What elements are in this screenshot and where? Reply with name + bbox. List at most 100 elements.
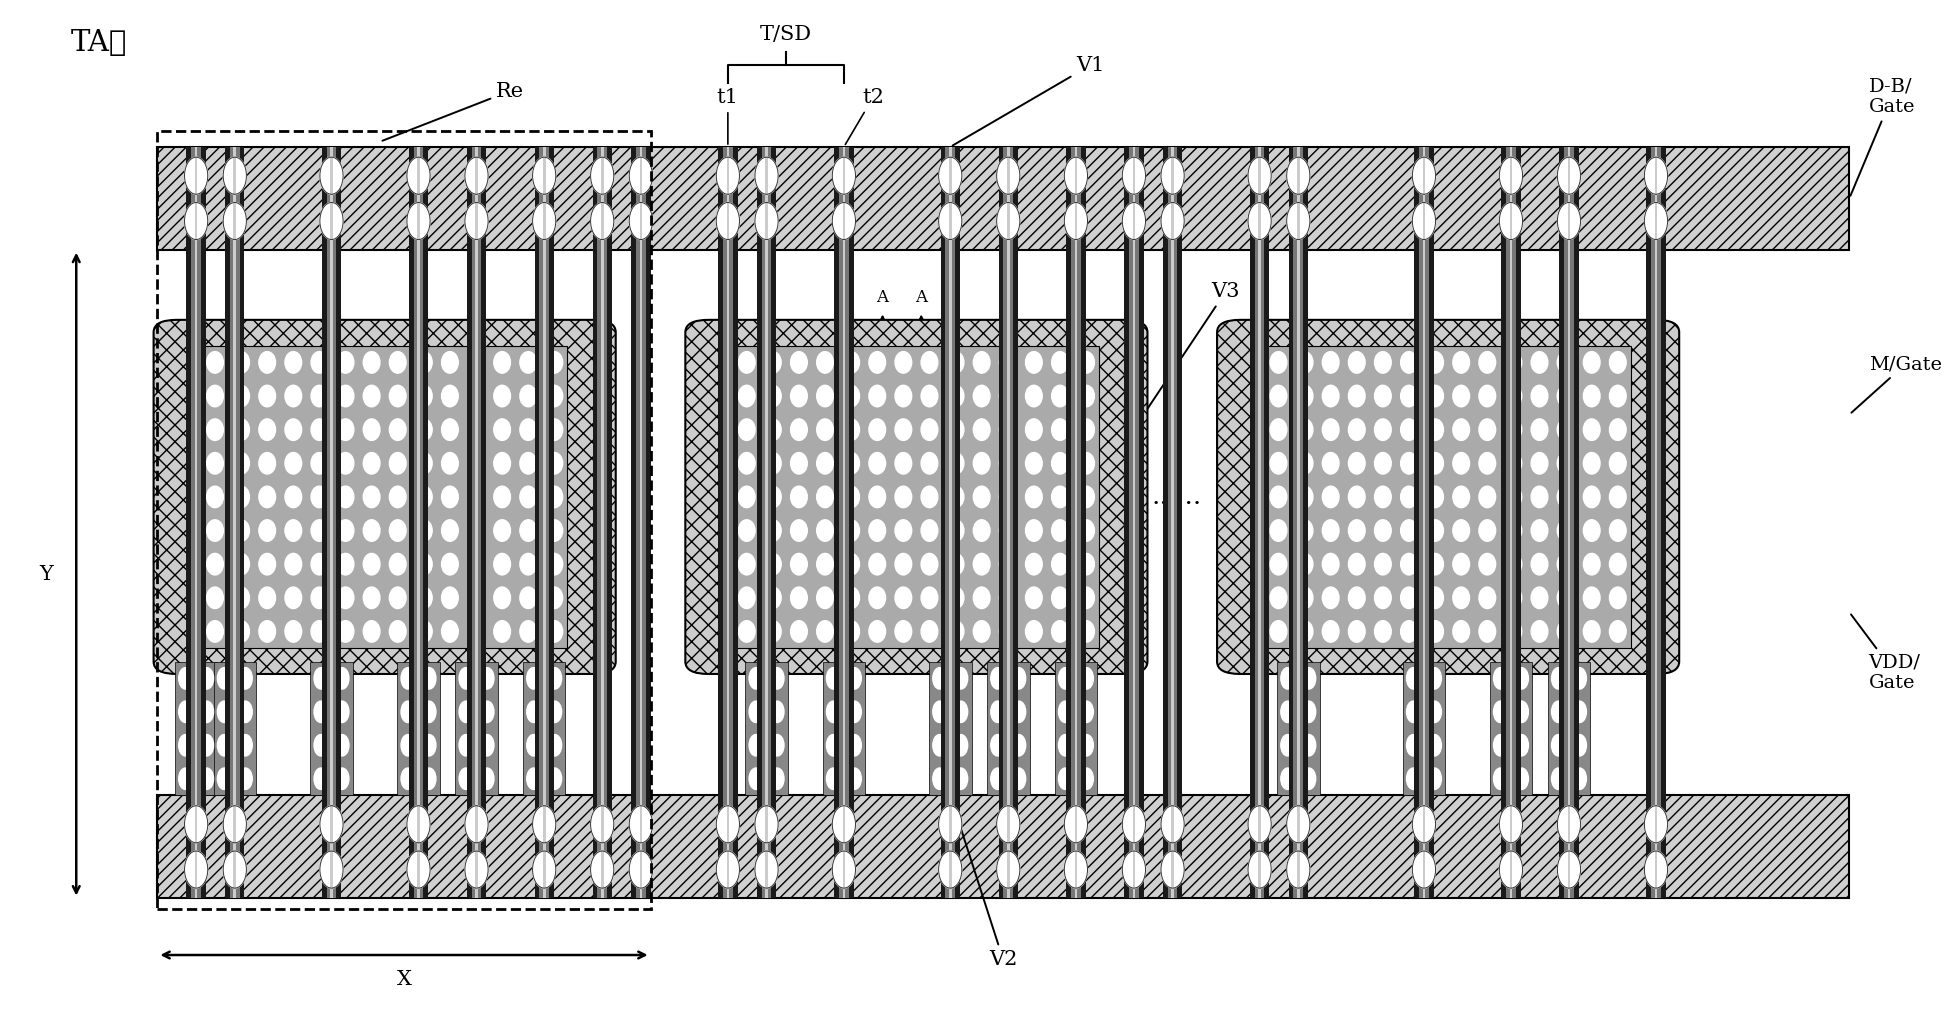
Ellipse shape bbox=[974, 452, 989, 474]
Ellipse shape bbox=[1428, 701, 1442, 722]
Ellipse shape bbox=[549, 735, 562, 756]
Ellipse shape bbox=[1505, 587, 1522, 609]
Ellipse shape bbox=[549, 668, 562, 689]
Ellipse shape bbox=[848, 768, 862, 790]
Ellipse shape bbox=[1532, 452, 1548, 474]
Ellipse shape bbox=[848, 701, 862, 722]
Bar bbox=[1128, 147, 1138, 898]
Ellipse shape bbox=[206, 486, 223, 508]
Ellipse shape bbox=[1454, 486, 1469, 508]
Ellipse shape bbox=[1269, 587, 1287, 609]
Ellipse shape bbox=[938, 203, 962, 239]
Ellipse shape bbox=[178, 768, 192, 790]
Ellipse shape bbox=[842, 385, 860, 407]
Ellipse shape bbox=[1499, 157, 1522, 195]
Ellipse shape bbox=[997, 851, 1021, 888]
Ellipse shape bbox=[259, 385, 276, 407]
Ellipse shape bbox=[468, 554, 484, 574]
Ellipse shape bbox=[895, 554, 911, 574]
Ellipse shape bbox=[1058, 668, 1072, 689]
Ellipse shape bbox=[1052, 621, 1068, 642]
Ellipse shape bbox=[335, 735, 349, 756]
Ellipse shape bbox=[1297, 554, 1313, 574]
Ellipse shape bbox=[335, 768, 349, 790]
Ellipse shape bbox=[974, 385, 989, 407]
Bar bbox=[539, 147, 549, 898]
Ellipse shape bbox=[527, 701, 541, 722]
Ellipse shape bbox=[870, 486, 885, 508]
Ellipse shape bbox=[748, 735, 762, 756]
Text: D-B/
Gate: D-B/ Gate bbox=[1851, 78, 1916, 196]
Ellipse shape bbox=[1287, 203, 1311, 239]
Ellipse shape bbox=[1479, 554, 1495, 574]
FancyBboxPatch shape bbox=[153, 320, 615, 674]
Ellipse shape bbox=[407, 203, 431, 239]
Ellipse shape bbox=[1297, 486, 1313, 508]
Ellipse shape bbox=[311, 352, 327, 374]
Ellipse shape bbox=[1557, 385, 1573, 407]
Ellipse shape bbox=[817, 452, 833, 474]
Bar bbox=[413, 147, 423, 898]
Ellipse shape bbox=[1479, 520, 1495, 541]
Bar bbox=[756, 147, 776, 898]
Ellipse shape bbox=[1322, 520, 1340, 541]
Bar bbox=[233, 147, 237, 898]
Ellipse shape bbox=[284, 587, 302, 609]
Ellipse shape bbox=[259, 419, 276, 441]
Ellipse shape bbox=[1573, 668, 1587, 689]
Ellipse shape bbox=[842, 621, 860, 642]
Ellipse shape bbox=[921, 486, 938, 508]
Ellipse shape bbox=[1269, 554, 1287, 574]
Ellipse shape bbox=[932, 768, 946, 790]
Ellipse shape bbox=[954, 735, 968, 756]
Bar bbox=[1414, 147, 1434, 898]
Ellipse shape bbox=[284, 554, 302, 574]
Ellipse shape bbox=[870, 587, 885, 609]
Ellipse shape bbox=[1499, 805, 1522, 842]
Ellipse shape bbox=[458, 735, 472, 756]
FancyBboxPatch shape bbox=[686, 320, 1148, 674]
Ellipse shape bbox=[1322, 385, 1340, 407]
Ellipse shape bbox=[423, 668, 437, 689]
Ellipse shape bbox=[1348, 621, 1365, 642]
Ellipse shape bbox=[817, 621, 833, 642]
Ellipse shape bbox=[999, 452, 1017, 474]
Ellipse shape bbox=[1248, 203, 1271, 239]
Text: t1: t1 bbox=[717, 88, 739, 144]
Ellipse shape bbox=[842, 419, 860, 441]
Ellipse shape bbox=[217, 768, 231, 790]
Ellipse shape bbox=[423, 768, 437, 790]
Bar bbox=[735, 346, 1099, 648]
Ellipse shape bbox=[1454, 419, 1469, 441]
Ellipse shape bbox=[468, 587, 484, 609]
Ellipse shape bbox=[1052, 554, 1068, 574]
Ellipse shape bbox=[217, 701, 231, 722]
Bar bbox=[999, 147, 1019, 898]
Ellipse shape bbox=[629, 203, 652, 239]
Bar bbox=[186, 147, 206, 898]
Ellipse shape bbox=[1426, 486, 1444, 508]
Ellipse shape bbox=[999, 587, 1017, 609]
Ellipse shape bbox=[547, 452, 562, 474]
Ellipse shape bbox=[954, 768, 968, 790]
Ellipse shape bbox=[1077, 587, 1095, 609]
Ellipse shape bbox=[817, 520, 833, 541]
Ellipse shape bbox=[1454, 554, 1469, 574]
Text: VDD/
Gate: VDD/ Gate bbox=[1851, 615, 1920, 692]
Ellipse shape bbox=[764, 621, 782, 642]
Bar bbox=[310, 661, 353, 796]
Ellipse shape bbox=[1532, 419, 1548, 441]
Bar bbox=[1171, 147, 1173, 898]
Ellipse shape bbox=[402, 701, 415, 722]
Ellipse shape bbox=[1348, 587, 1365, 609]
Ellipse shape bbox=[1505, 352, 1522, 374]
Ellipse shape bbox=[590, 157, 613, 195]
Ellipse shape bbox=[1557, 621, 1573, 642]
Ellipse shape bbox=[415, 385, 433, 407]
Ellipse shape bbox=[1557, 419, 1573, 441]
Bar bbox=[1403, 661, 1446, 796]
Ellipse shape bbox=[464, 851, 488, 888]
Bar bbox=[823, 661, 866, 796]
Ellipse shape bbox=[1573, 768, 1587, 790]
Ellipse shape bbox=[1322, 554, 1340, 574]
